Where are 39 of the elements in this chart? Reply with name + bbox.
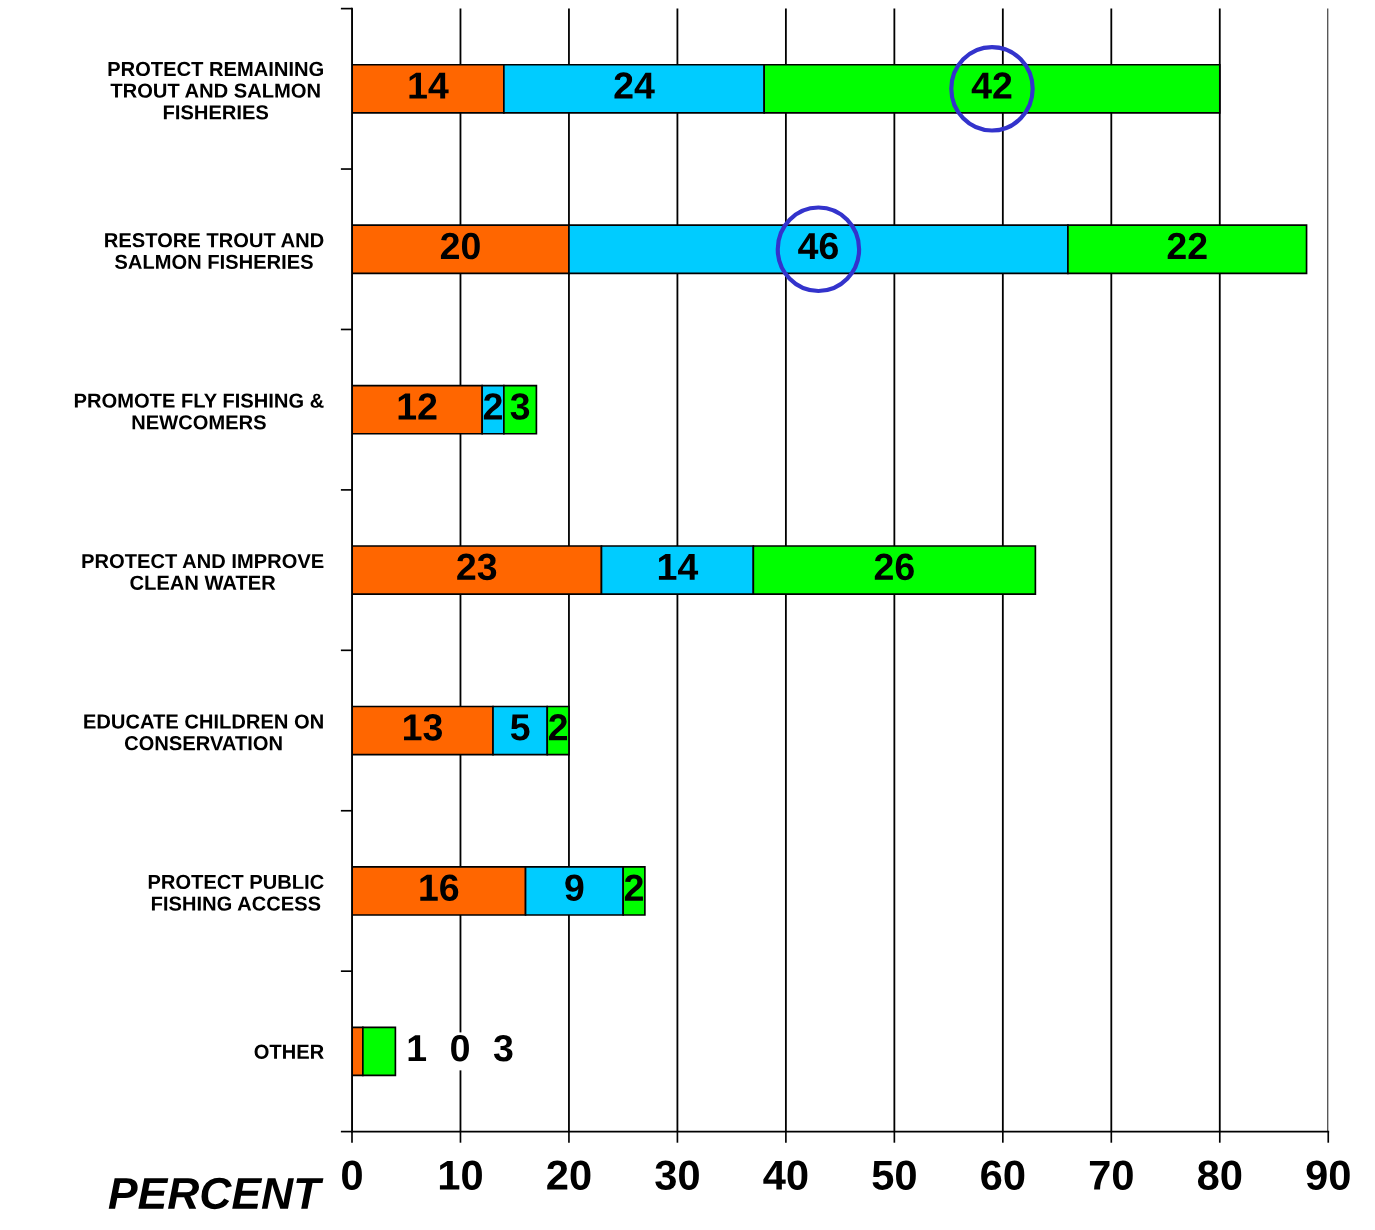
- y-tick-label: PROTECT AND IMPROVE CLEAN WATER: [82, 553, 324, 590]
- data-label: 12: [398, 393, 437, 420]
- data-label: 14: [658, 554, 699, 580]
- data-label: 14: [409, 72, 449, 99]
- x-tick-label: 20: [547, 1160, 591, 1190]
- x-tick-label: 10: [439, 1160, 482, 1190]
- data-label: 0: [451, 1034, 469, 1062]
- y-tick-label: RESTORE TROUT AND SALMON FISHERIES: [105, 233, 324, 270]
- data-label: 9: [565, 874, 584, 902]
- data-label: 42: [971, 72, 1012, 99]
- x-tick-label: 60: [981, 1160, 1025, 1190]
- x-axis-title: PERCENT: [108, 1177, 324, 1210]
- x-tick-label: 30: [655, 1160, 699, 1191]
- x-tick-label: 0: [342, 1160, 362, 1190]
- data-label: 46: [798, 232, 838, 260]
- x-tick-label: 90: [1306, 1160, 1350, 1190]
- data-label: 20: [440, 232, 480, 260]
- data-label: 23: [457, 553, 497, 581]
- data-label: 3: [510, 393, 530, 420]
- x-tick-label: 80: [1197, 1160, 1242, 1190]
- data-label: 2: [548, 714, 568, 741]
- data-label: 13: [404, 714, 443, 741]
- data-label: 1: [408, 1035, 427, 1062]
- data-label: 2: [483, 393, 502, 420]
- data-label: 26: [874, 553, 914, 581]
- x-tick-label: 70: [1089, 1160, 1133, 1190]
- data-label: 2: [624, 874, 643, 901]
- data-label: 22: [1167, 232, 1207, 259]
- y-tick-label: PROTECT REMAINING TROUT AND SALMON FISHERIES: [108, 61, 323, 120]
- y-tick-label: PROMOTE FLY FISHING & NEWCOMERS: [74, 393, 324, 430]
- x-tick-label: 50: [872, 1160, 916, 1190]
- data-label: 24: [614, 72, 655, 99]
- data-label: 5: [510, 714, 530, 741]
- y-tick-label: EDUCATE CHILDREN ON CONSERVATION: [84, 714, 323, 751]
- data-label: 3: [493, 1034, 513, 1062]
- x-tick-label: 40: [763, 1160, 808, 1190]
- y-tick-label: OTHER: [254, 1044, 324, 1059]
- y-tick-label: PROTECT PUBLIC FISHING ACCESS: [148, 874, 324, 911]
- data-label: 16: [420, 874, 459, 902]
